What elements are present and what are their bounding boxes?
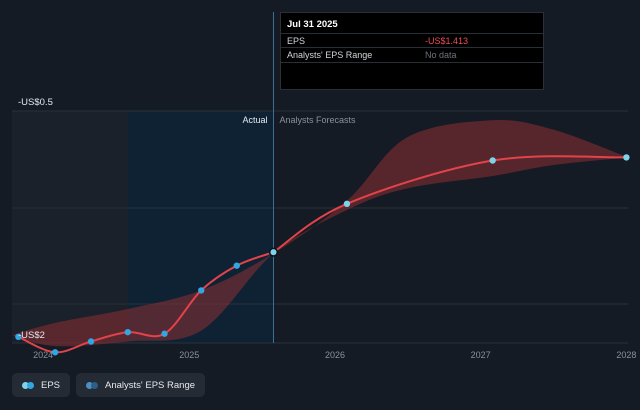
eps-point-actual-0 bbox=[15, 333, 22, 341]
eps-point-actual-7 bbox=[268, 247, 279, 257]
x-tick-2026: 2026 bbox=[325, 350, 345, 360]
gridlines bbox=[12, 110, 628, 344]
tooltip-date: Jul 31 2025 bbox=[287, 19, 338, 30]
legend: EPS Analysts' EPS Range bbox=[12, 373, 206, 397]
tooltip-eps-value: -US$1.413 bbox=[425, 36, 469, 46]
eps-range-band bbox=[12, 120, 628, 347]
x-tick-2025: 2025 bbox=[179, 350, 199, 360]
eps-point-actual-1 bbox=[51, 349, 59, 356]
eps-legend-icon bbox=[22, 381, 34, 389]
actual-label: Actual bbox=[242, 115, 267, 125]
legend-range-button[interactable]: Analysts' EPS Range bbox=[76, 373, 206, 397]
eps-point-actual-3 bbox=[124, 328, 131, 336]
forecast-label: Analysts Forecasts bbox=[279, 115, 356, 125]
eps-point-actual-5 bbox=[198, 287, 205, 294]
tooltip-range-label: Analysts' EPS Range bbox=[287, 50, 373, 60]
eps-point-actual-4 bbox=[161, 330, 168, 337]
x-tick-2024: 2024 bbox=[33, 350, 53, 360]
range-legend-icon bbox=[86, 381, 99, 389]
y-top-label: -US$0.5 bbox=[18, 97, 53, 108]
eps-point-forecast-3 bbox=[623, 154, 630, 161]
x-tick-2028: 2028 bbox=[616, 350, 636, 360]
eps-line-forecast bbox=[272, 155, 627, 254]
eps-point-actual-6 bbox=[233, 262, 240, 269]
legend-eps-button[interactable]: EPS bbox=[12, 373, 71, 397]
tooltip-eps-label: EPS bbox=[287, 36, 306, 46]
tooltip: Jul 31 2025 EPS -US$1.413 Analysts' EPS … bbox=[280, 12, 544, 90]
tooltip-range-value: No data bbox=[425, 50, 457, 60]
eps-point-actual-2 bbox=[87, 338, 95, 345]
eps-point-forecast-2 bbox=[489, 157, 496, 164]
tooltip-row-range: Analysts' EPS Range No data bbox=[281, 47, 543, 63]
tooltip-row-eps: EPS -US$1.413 bbox=[281, 33, 543, 48]
eps-point-forecast-1 bbox=[343, 200, 351, 207]
x-tick-2027: 2027 bbox=[471, 350, 491, 360]
legend-range-label: Analysts' EPS Range bbox=[105, 379, 196, 391]
legend-eps-label: EPS bbox=[41, 379, 61, 391]
y-bottom-label: -US$2 bbox=[18, 330, 45, 341]
